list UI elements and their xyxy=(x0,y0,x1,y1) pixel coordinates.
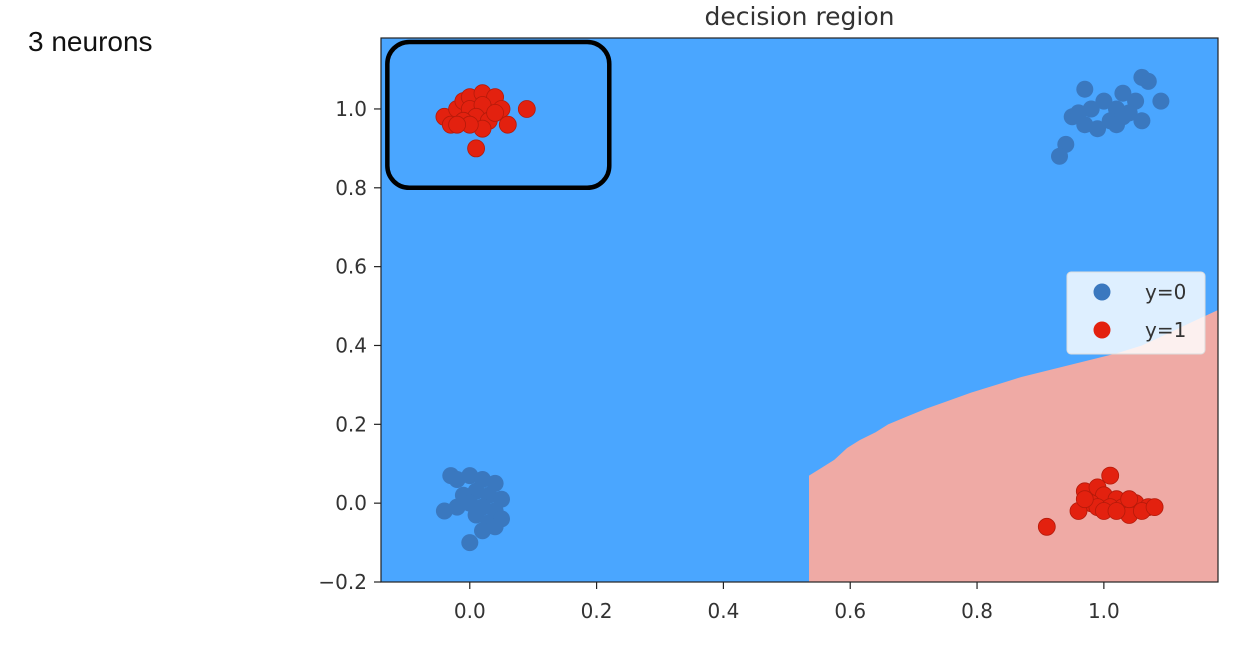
point-y0 xyxy=(461,534,479,552)
point-y1 xyxy=(486,104,505,122)
y-tick-label: 0.8 xyxy=(335,176,367,200)
point-y1 xyxy=(1075,490,1094,509)
point-y1 xyxy=(1120,490,1139,509)
legend-label-y0: y=0 xyxy=(1145,280,1186,304)
point-y1 xyxy=(467,139,486,158)
point-y0 xyxy=(1095,92,1113,110)
y-tick-label: 0.6 xyxy=(335,255,367,279)
x-tick-label: 0.0 xyxy=(454,599,486,623)
point-y1 xyxy=(1145,498,1164,517)
legend-marker-y1 xyxy=(1093,321,1111,339)
legend-marker-y0 xyxy=(1093,283,1111,301)
x-tick-label: 0.8 xyxy=(961,599,993,623)
plot-frame xyxy=(380,37,1219,583)
y-tick-label: 0.2 xyxy=(335,412,367,436)
point-y0 xyxy=(1133,112,1151,130)
point-y0 xyxy=(1114,84,1132,102)
point-y0 xyxy=(1076,80,1094,98)
highlight-box xyxy=(385,39,612,191)
chart-title: decision region xyxy=(704,2,894,31)
point-y0 xyxy=(1152,92,1170,110)
point-y0 xyxy=(486,518,504,536)
y-tick-label: 0.4 xyxy=(335,333,367,357)
y-tick-label: 0.0 xyxy=(335,491,367,515)
x-tick-label: 0.6 xyxy=(834,599,866,623)
point-y0 xyxy=(1089,120,1106,138)
point-y0 xyxy=(1108,116,1125,134)
x-tick-label: 1.0 xyxy=(1088,599,1120,623)
point-y1 xyxy=(1101,466,1120,485)
point-y1 xyxy=(1107,502,1126,520)
point-y1 xyxy=(1037,517,1056,536)
y-tick-label: 1.0 xyxy=(335,97,367,121)
point-y0 xyxy=(1051,147,1068,165)
point-y1 xyxy=(517,100,536,118)
legend: y=0 y=1 xyxy=(1066,271,1206,355)
point-y0 xyxy=(1070,104,1087,122)
point-y0 xyxy=(435,502,453,520)
axes-layer: −0.2 0.0 0.2 0.4 0.6 0.8 1.0 0.0 0.2 0.4 0.6 0.8 1.0 xyxy=(318,37,1219,623)
point-y1 xyxy=(498,115,517,134)
x-tick-label: 0.4 xyxy=(708,599,740,623)
point-y0 xyxy=(1139,72,1157,90)
slide-label: 3 neurons xyxy=(28,26,153,57)
point-y0 xyxy=(467,506,485,524)
legend-label-y1: y=1 xyxy=(1145,318,1186,342)
y-tick-label: −0.2 xyxy=(318,570,367,594)
scatter-points-layer xyxy=(435,68,1170,552)
point-y1 xyxy=(448,115,467,134)
x-tick-label: 0.2 xyxy=(581,599,613,623)
annotation-layer xyxy=(385,39,612,191)
